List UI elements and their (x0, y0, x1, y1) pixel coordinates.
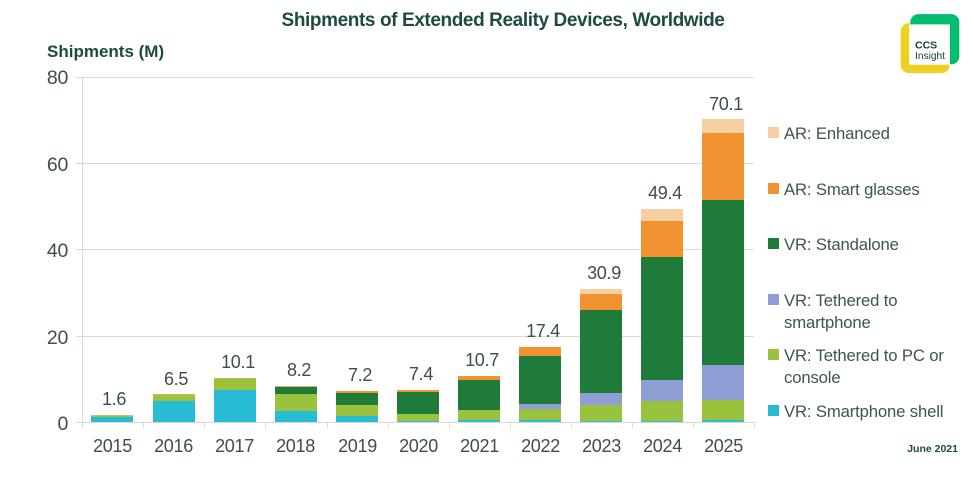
svg-text:Insight: Insight (915, 51, 945, 62)
svg-text:CCS: CCS (915, 40, 937, 52)
